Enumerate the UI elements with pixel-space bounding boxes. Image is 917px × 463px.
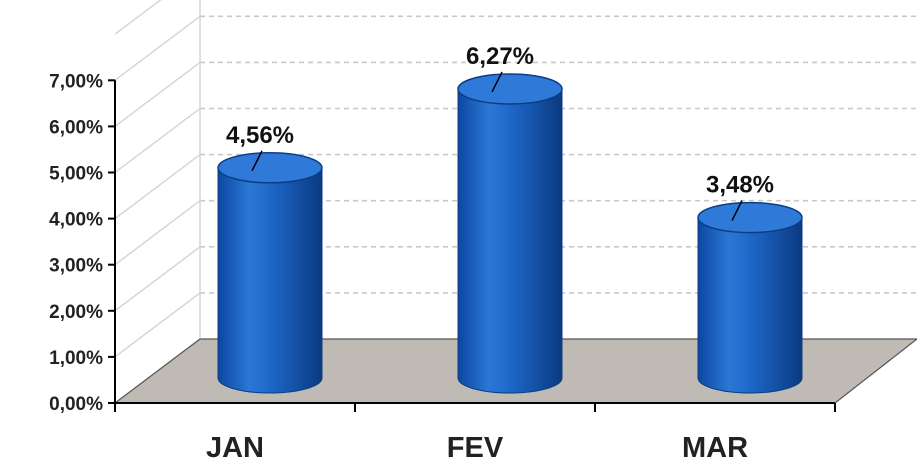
bar-fev xyxy=(457,73,563,394)
data-label-leader xyxy=(491,71,503,93)
data-label-leader xyxy=(251,150,263,172)
grid-diagonal xyxy=(114,200,201,266)
bar-top xyxy=(217,152,323,184)
grid-diagonal xyxy=(114,246,201,312)
y-tick-label: 6,00% xyxy=(49,117,103,138)
grid-diagonal xyxy=(114,107,201,174)
y-tick-label: 5,00% xyxy=(49,164,103,185)
grid-diagonal xyxy=(114,61,201,127)
chart-axes: 0,00% 1,00% 2,00% 3,00% 4,00% 5,00% 6,00% 7,00% xyxy=(49,71,836,415)
chart-labels: 4,56% JAN 6,27% FEV 3,48% MAR xyxy=(206,43,774,463)
grid-diagonal xyxy=(114,15,201,81)
y-tick-label: 2,00% xyxy=(49,302,103,323)
y-tick-label: 0,00% xyxy=(49,394,103,415)
data-label: 6,27% xyxy=(466,43,534,70)
bar-body xyxy=(217,167,323,394)
y-tick-label: 3,00% xyxy=(49,256,103,277)
data-label: 4,56% xyxy=(226,122,294,149)
bar-jan xyxy=(217,152,323,394)
bar-mar xyxy=(697,201,803,394)
x-tick-label: JAN xyxy=(206,432,264,463)
bar-body xyxy=(697,217,803,394)
y-tick-label: 1,00% xyxy=(49,348,103,369)
data-label: 3,48% xyxy=(706,172,774,199)
grid-diagonal xyxy=(114,154,201,220)
bar-top xyxy=(457,73,563,105)
x-tick-label: MAR xyxy=(682,432,748,463)
grid-diagonal xyxy=(114,0,162,35)
data-label-leader xyxy=(731,200,743,221)
y-tick-label: 7,00% xyxy=(49,71,103,92)
bar-body xyxy=(457,88,563,394)
bar-top xyxy=(697,201,803,234)
chart-bars xyxy=(217,73,803,394)
y-tick-label: 4,00% xyxy=(49,210,103,231)
grid-diagonal xyxy=(114,292,201,358)
x-tick-label: FEV xyxy=(447,432,504,463)
